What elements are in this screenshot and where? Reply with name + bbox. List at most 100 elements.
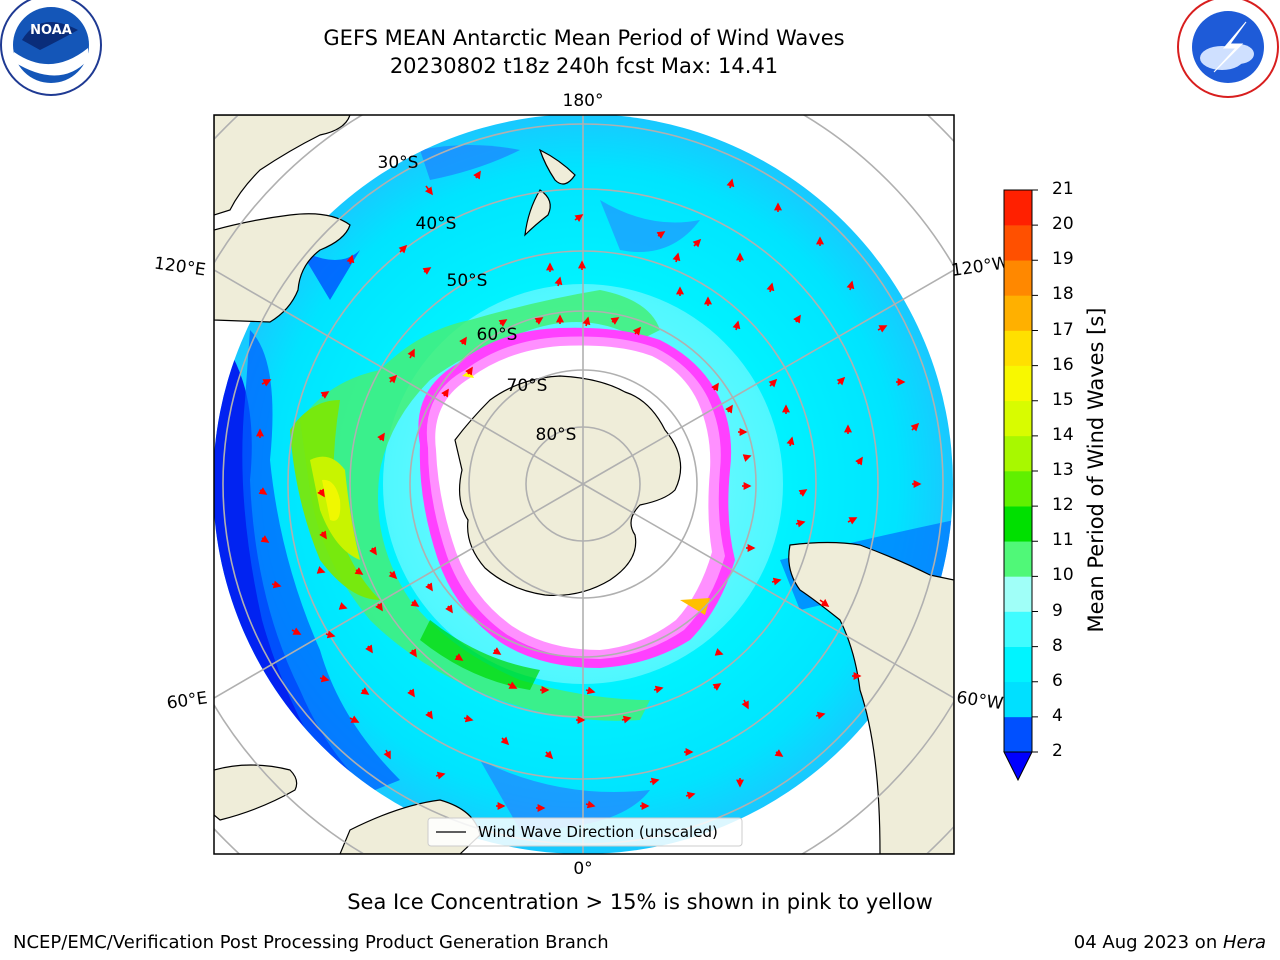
sea-ice-note: Sea Ice Concentration > 15% is shown in … (347, 890, 933, 914)
colorbar-tick-label: 19 (1052, 249, 1074, 270)
map-legend: Wind Wave Direction (unscaled) (427, 817, 743, 847)
colorbar-tick-label: 14 (1052, 424, 1074, 445)
arrow (585, 686, 596, 695)
arrow (582, 316, 591, 327)
colorbar-tick-label: 2 (1052, 741, 1063, 761)
arrow (507, 681, 518, 689)
arrow (377, 432, 385, 442)
arrow (375, 602, 383, 612)
arrow (741, 699, 749, 710)
arrow (409, 648, 417, 658)
colorbar-tick-label: 13 (1052, 460, 1074, 480)
arrow (771, 577, 782, 586)
colorbar-bin (1004, 471, 1032, 507)
arrow (656, 231, 666, 239)
arrow (793, 314, 801, 324)
arrow (585, 800, 596, 809)
arrow (774, 749, 784, 757)
arrow (261, 379, 272, 387)
footer-date-text: 04 Aug 2023 on (1073, 932, 1223, 953)
arrow (325, 630, 336, 639)
arrow (445, 604, 453, 614)
arrow (435, 771, 446, 780)
arrow (465, 366, 473, 376)
colorbar-bin (1004, 576, 1032, 612)
colorbar-bin (1004, 506, 1032, 542)
colorbar-bin (1004, 330, 1032, 366)
arrow (498, 319, 508, 327)
colorbar-bin (1004, 716, 1032, 753)
colorbar-tick-label: 21 (1052, 179, 1074, 199)
svg-text:NOAA: NOAA (30, 23, 72, 38)
arrow (795, 519, 806, 528)
arrow (855, 456, 863, 466)
arrow (534, 317, 544, 325)
arrow (768, 378, 778, 388)
arrow (260, 535, 270, 543)
colorbar-bin (1004, 225, 1032, 261)
arrow (554, 276, 563, 287)
arrow (574, 214, 584, 222)
arrow (454, 653, 464, 661)
arrow (424, 185, 433, 196)
arrow (425, 582, 433, 592)
arrow (732, 320, 741, 331)
arrow (410, 599, 420, 607)
lon-label-120e: 120°E (153, 253, 207, 280)
arrow (388, 570, 398, 580)
arrow (319, 674, 330, 683)
arrow (766, 282, 775, 293)
lon-label-180: 180° (563, 91, 604, 111)
arrow (653, 685, 664, 694)
arrow (319, 530, 327, 540)
colorbar-bin (1004, 646, 1032, 683)
arrow (388, 374, 398, 384)
colorbar-bin (1004, 611, 1032, 647)
chart-subtitle: 20230802 t18z 240h fcst Max: 14.41 (389, 54, 779, 78)
colorbar-bin (1004, 190, 1032, 226)
arrow (786, 436, 795, 447)
colorbar-bin (1004, 365, 1032, 402)
arrow (649, 777, 660, 786)
colorbar-tick-label: 10 (1052, 565, 1074, 586)
colorbar-tick-label: 20 (1052, 214, 1074, 235)
colorbar-tick-label: 9 (1052, 600, 1063, 621)
lat-label-40s: 40°S (416, 214, 457, 234)
colorbar-bin (1004, 400, 1032, 437)
colorbar-bin (1004, 435, 1032, 472)
arrow (836, 376, 846, 386)
arrow (500, 736, 510, 746)
colorbar-tick-label: 6 (1052, 670, 1063, 691)
arrow (815, 711, 826, 720)
lon-label-60e: 60°E (166, 688, 209, 713)
arrow (910, 422, 920, 432)
footer-host: Hera (1222, 932, 1266, 953)
arrow (422, 267, 432, 275)
footer-credit: NCEP/EMC/Verification Post Processing Pr… (13, 932, 609, 953)
lon-label-0: 0° (573, 859, 592, 879)
arrow (354, 567, 364, 575)
arrow (338, 602, 348, 610)
graticule-labels: 180° 0° 120°E 120°W 60°E 60°W 30°S 40°S … (153, 91, 1010, 879)
colorbar-tick-label: 4 (1052, 705, 1063, 726)
arrow (360, 687, 370, 695)
arrow (407, 688, 415, 698)
arrow (316, 566, 326, 574)
map-frame (213, 114, 955, 855)
arrow (672, 252, 681, 263)
arrow (544, 750, 554, 760)
arrow (711, 382, 719, 392)
arrow (317, 488, 325, 498)
arrow (621, 715, 632, 724)
noaa-logo: NOAA (0, 0, 102, 96)
arrow (492, 647, 502, 655)
colorbar-tick-label: 8 (1052, 635, 1063, 656)
arrow (369, 546, 377, 556)
arrow (383, 749, 391, 760)
arrow (473, 170, 481, 180)
arrow (441, 388, 449, 398)
arrow (291, 627, 302, 635)
colorbar-label: Mean Period of Wind Waves [s] (1084, 307, 1108, 633)
footer-date: 04 Aug 2023 on Hera (1074, 932, 1266, 953)
